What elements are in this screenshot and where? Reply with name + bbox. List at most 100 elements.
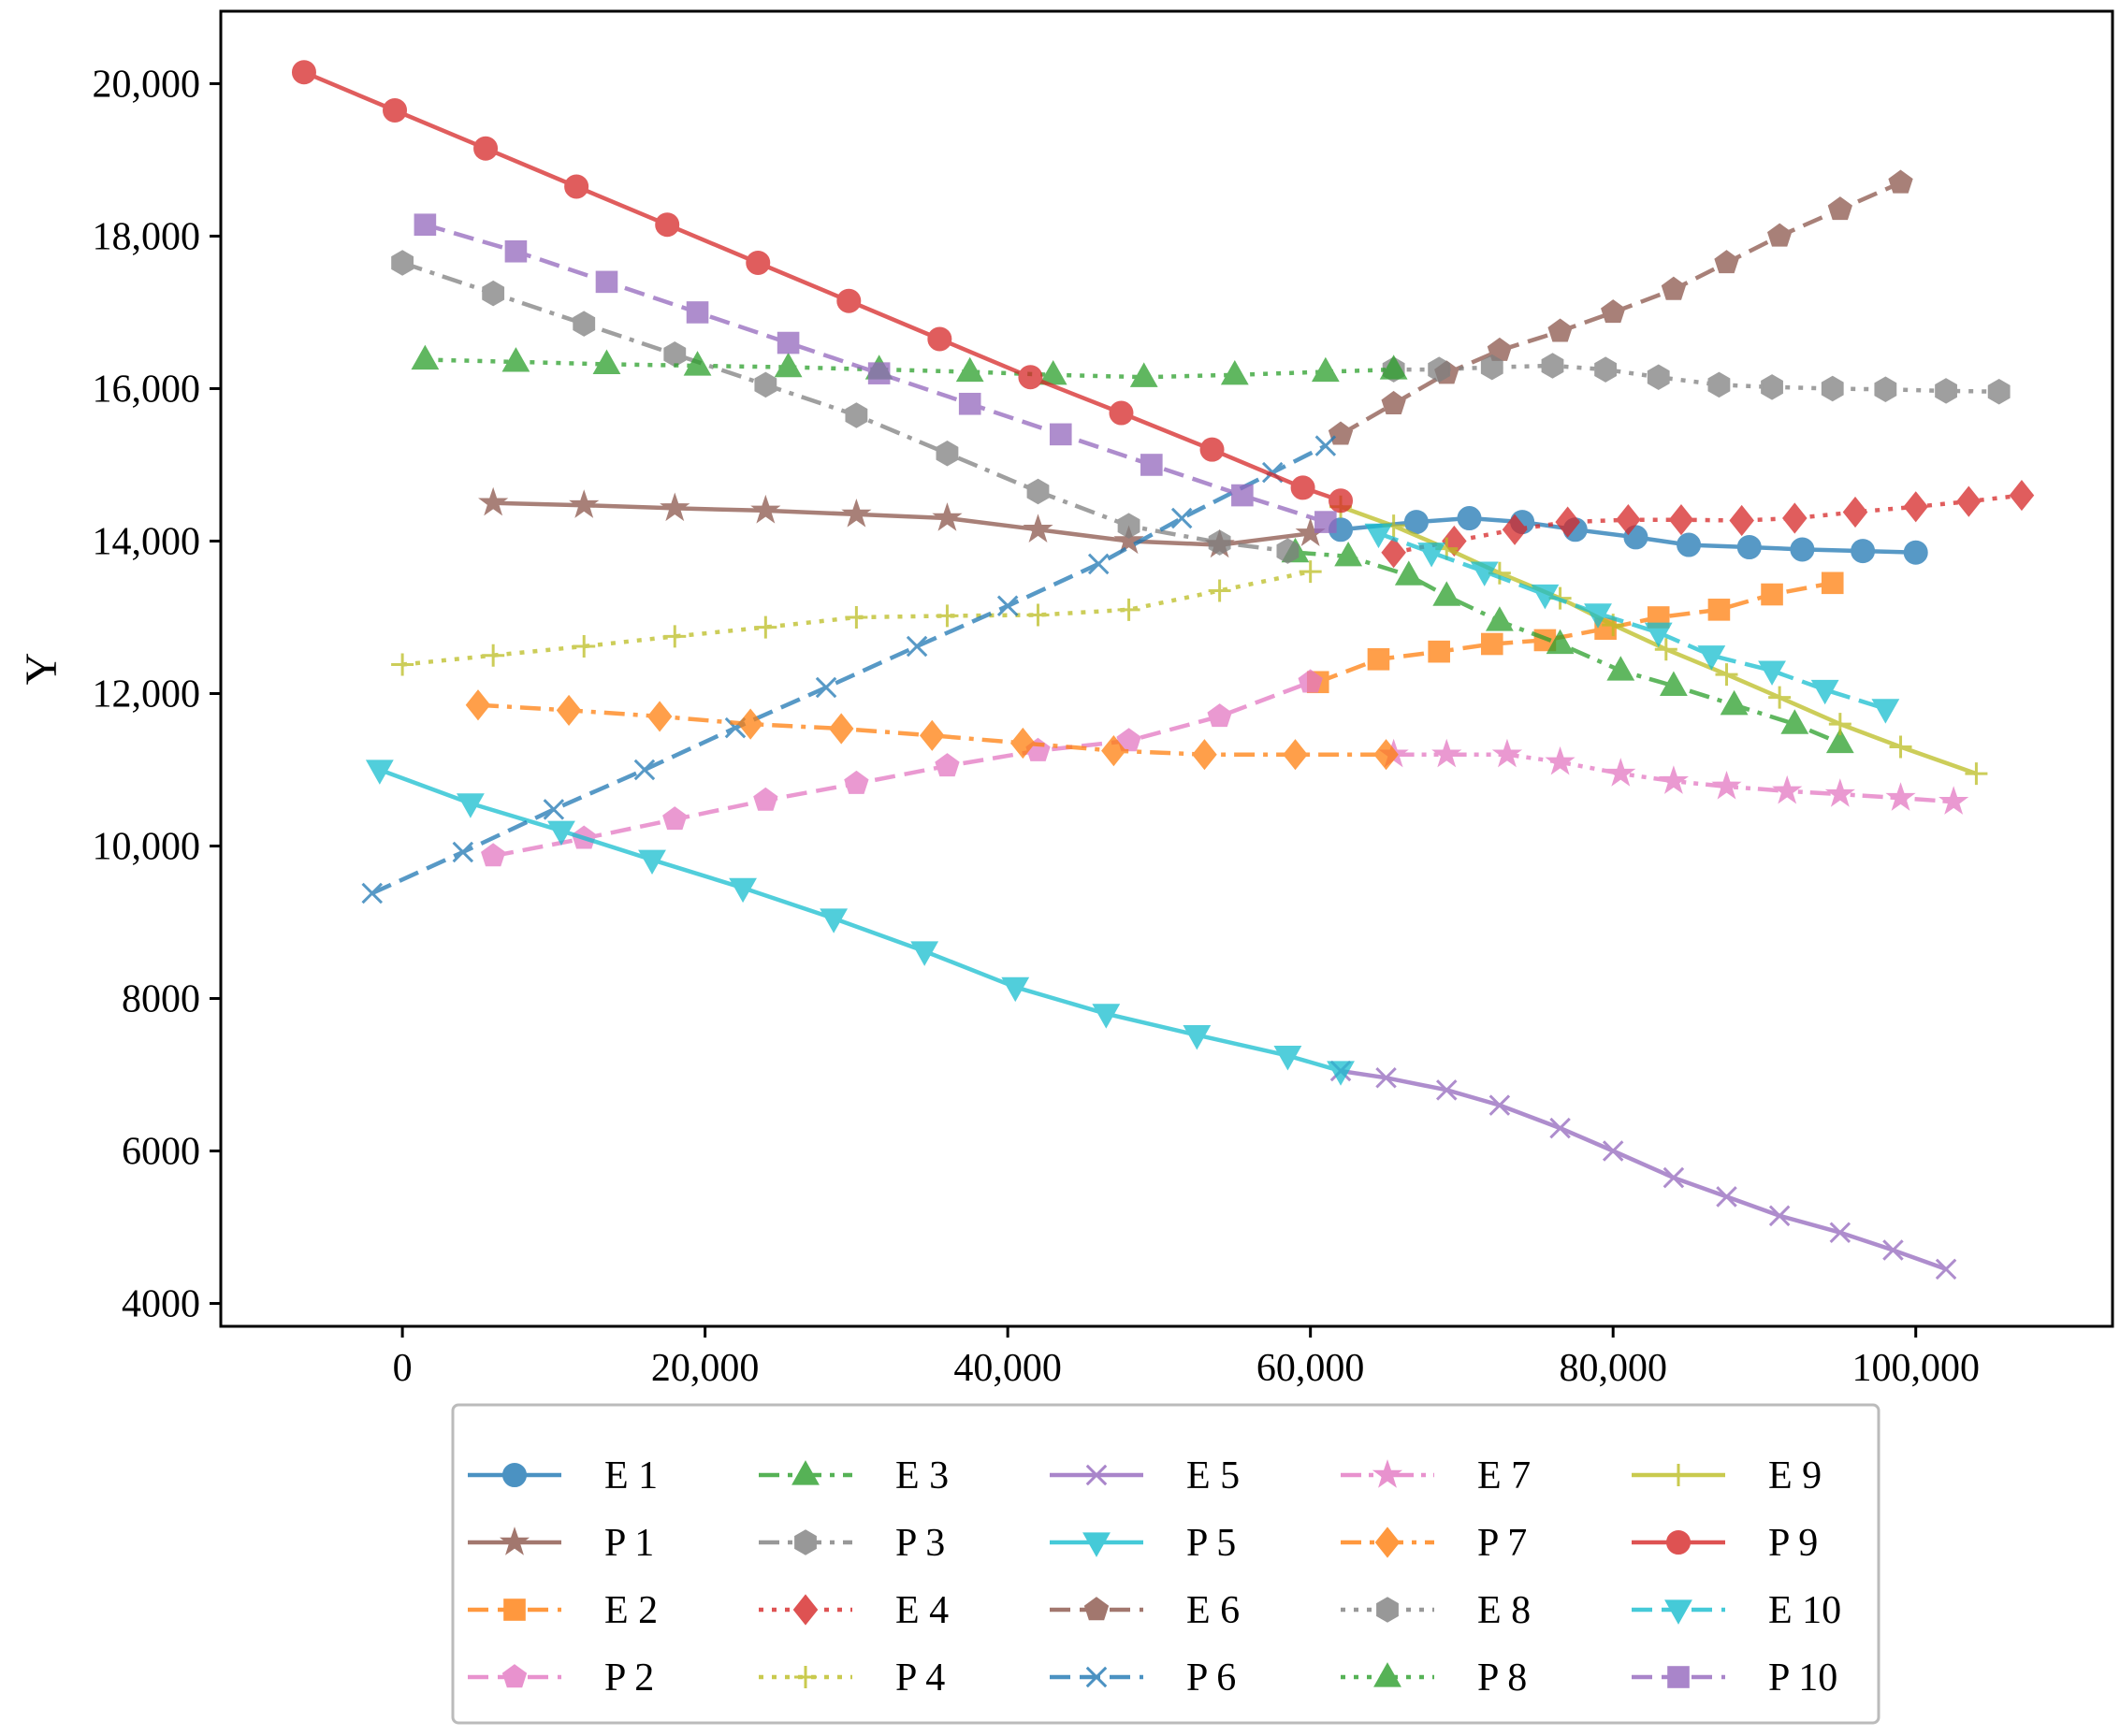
series-e-4 xyxy=(1381,479,2035,569)
legend-item-p-3 xyxy=(759,1529,852,1555)
data-point xyxy=(910,941,939,966)
data-point xyxy=(1329,488,1354,514)
data-point xyxy=(1889,735,1912,759)
data-point xyxy=(777,331,800,354)
legend-label: E 10 xyxy=(1768,1589,1841,1632)
data-point xyxy=(1602,1140,1624,1162)
data-point xyxy=(501,347,530,372)
legend-label: E 1 xyxy=(604,1454,658,1497)
data-point xyxy=(774,352,803,378)
data-point xyxy=(655,212,680,238)
y-tick-label: 8000 xyxy=(122,978,200,1021)
data-point xyxy=(1394,560,1423,586)
data-point xyxy=(1531,584,1560,610)
data-point xyxy=(1549,1117,1571,1139)
data-point xyxy=(1298,669,1323,693)
data-point xyxy=(1170,507,1193,529)
series-e-7 xyxy=(1378,738,1969,815)
data-point xyxy=(754,371,777,398)
data-point xyxy=(686,301,709,324)
legend-item-e-10 xyxy=(1632,1599,1725,1625)
data-point xyxy=(955,356,984,383)
legend-marker xyxy=(792,1594,819,1626)
data-point xyxy=(1431,738,1462,768)
series-e-3 xyxy=(1281,537,1854,754)
data-point xyxy=(1729,504,1754,537)
data-point xyxy=(1491,738,1523,768)
series-line xyxy=(379,767,1342,1074)
data-point xyxy=(1367,648,1390,671)
x-tick-label: 60,000 xyxy=(1256,1347,1365,1390)
data-point xyxy=(932,502,963,531)
series-p-8 xyxy=(411,344,1408,387)
data-point xyxy=(1488,1094,1511,1116)
legend-item-p-5 xyxy=(1050,1532,1143,1557)
y-tick-label: 6000 xyxy=(122,1131,200,1174)
data-point xyxy=(411,344,440,370)
data-point xyxy=(683,351,712,376)
legend-marker xyxy=(791,1460,820,1485)
data-point xyxy=(1594,356,1618,383)
x-tick-label: 40,000 xyxy=(953,1347,1062,1390)
data-point xyxy=(573,311,596,337)
data-point xyxy=(1644,622,1673,648)
data-point xyxy=(1314,511,1337,533)
data-point xyxy=(1314,435,1337,456)
data-point xyxy=(592,349,621,374)
series-e-8 xyxy=(1382,353,2011,405)
legend-label: E 5 xyxy=(1186,1454,1240,1497)
data-point xyxy=(1480,354,1503,381)
legend-item-e-8 xyxy=(1341,1597,1434,1623)
legend: E 1 P 1 E 2 P 2 E 3 P 3 E 4 P 4 E 5 P 5 E 6 P 6 E 7 P… xyxy=(451,1403,1880,1725)
series-e-10 xyxy=(1364,523,1900,724)
data-point xyxy=(1299,560,1322,584)
series-p-9 xyxy=(291,60,1354,514)
data-point xyxy=(1087,553,1110,575)
data-point xyxy=(753,787,778,811)
plot-area: 0 20,000 40,000 60,000 80,000 100,000 4000 600… xyxy=(93,9,2114,1390)
data-point xyxy=(1457,506,1482,531)
data-point xyxy=(1659,671,1688,696)
legend-item-e-2 xyxy=(468,1599,561,1621)
legend-item-e-7 xyxy=(1341,1459,1434,1488)
data-point xyxy=(1327,1061,1355,1086)
series-line xyxy=(1377,531,1887,711)
y-tick-label: 16,000 xyxy=(93,368,201,411)
data-point xyxy=(737,708,763,740)
data-point xyxy=(646,701,673,732)
data-point xyxy=(1192,739,1217,771)
series-p-7 xyxy=(465,689,1399,771)
data-point xyxy=(1661,276,1687,300)
data-point xyxy=(1935,378,1957,404)
data-point xyxy=(828,713,854,745)
legend-label: E 8 xyxy=(1477,1589,1531,1632)
data-point xyxy=(1842,496,1868,528)
legend-marker xyxy=(501,1664,528,1688)
data-point xyxy=(1790,537,1815,562)
data-point xyxy=(996,595,1019,617)
data-point xyxy=(1654,638,1677,661)
series-line xyxy=(370,443,1327,896)
data-point xyxy=(633,759,656,781)
legend-marker xyxy=(1664,1599,1692,1625)
series-line xyxy=(425,357,1394,380)
data-point xyxy=(1502,514,1528,545)
x-tick-label: 20,000 xyxy=(651,1347,760,1390)
legend-item-p-7 xyxy=(1341,1526,1434,1558)
data-point xyxy=(1616,504,1641,536)
legend-items: E 1 P 1 E 2 P 2 E 3 P 3 E 4 P 4 E 5 P 5 E 6 P 6 E 7 P… xyxy=(468,1454,1841,1700)
data-point xyxy=(906,635,928,658)
data-point xyxy=(1782,502,1808,534)
legend-label: E 6 xyxy=(1186,1589,1240,1632)
data-point xyxy=(547,820,575,846)
data-point xyxy=(1026,603,1050,627)
data-point xyxy=(1821,571,1844,595)
series-p-1 xyxy=(478,486,1326,558)
data-point xyxy=(754,615,777,639)
series-p-2 xyxy=(481,669,1323,867)
data-point xyxy=(1827,196,1852,221)
data-point xyxy=(1208,529,1231,556)
y-tick-label: 10,000 xyxy=(93,826,201,869)
data-point xyxy=(1903,491,1928,523)
series-p-6 xyxy=(361,435,1337,904)
